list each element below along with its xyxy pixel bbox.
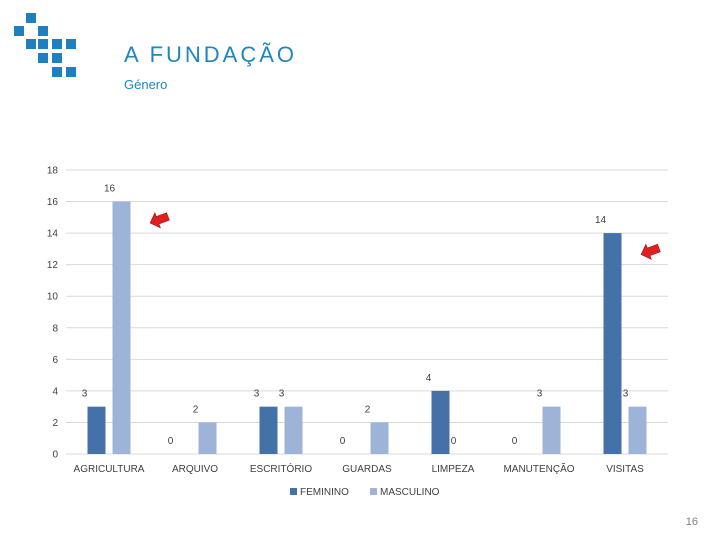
data-label: 0 xyxy=(512,436,518,447)
legend-label: MASCULINO xyxy=(380,487,440,498)
data-label: 2 xyxy=(193,404,199,415)
logo-square xyxy=(26,13,36,23)
x-category-label: MANUTENÇÃO xyxy=(503,462,574,475)
data-label: 3 xyxy=(254,389,260,400)
logo-square xyxy=(52,67,62,77)
logo-square xyxy=(14,26,24,36)
y-tick-label: 0 xyxy=(52,450,58,461)
data-label: 3 xyxy=(82,389,88,400)
x-category-label: ESCRITÓRIO xyxy=(250,462,312,475)
y-tick-label: 18 xyxy=(47,166,59,177)
page-number: 16 xyxy=(685,516,698,528)
gender-bar-chart: 0 2 4 6 8 10 12 14 16 18 3 16 0 2 3 3 0 2 4 0 0 3 14 3 AGRICUL… xyxy=(47,166,668,498)
data-label: 0 xyxy=(451,436,457,447)
bar-masculino xyxy=(370,422,389,454)
legend-swatch xyxy=(370,488,377,495)
bar-feminino xyxy=(259,406,278,454)
y-tick-label: 8 xyxy=(52,323,58,334)
page-title: A FUNDAÇÃO xyxy=(124,42,298,67)
legend-label: FEMININO xyxy=(300,487,349,498)
data-label: 2 xyxy=(365,404,371,415)
y-tick-label: 12 xyxy=(47,260,59,271)
x-category-label: VISITAS xyxy=(606,464,644,475)
y-tick-label: 10 xyxy=(47,292,59,303)
bar-feminino xyxy=(431,390,450,454)
y-tick-label: 16 xyxy=(47,197,59,208)
x-category-label: GUARDAS xyxy=(342,464,392,475)
bar-masculino xyxy=(112,201,131,454)
x-category-label: AGRICULTURA xyxy=(74,464,145,475)
y-tick-label: 14 xyxy=(47,229,59,240)
logo-square xyxy=(52,39,62,49)
bar-feminino xyxy=(603,233,622,454)
data-label: 0 xyxy=(340,436,346,447)
data-label: 3 xyxy=(537,389,543,400)
bar-masculino xyxy=(542,406,561,454)
logo-square xyxy=(52,53,62,63)
y-tick-label: 6 xyxy=(52,355,58,366)
y-tick-label: 4 xyxy=(52,386,58,397)
y-tick-label: 2 xyxy=(52,418,58,429)
red-arrow-icon xyxy=(640,243,661,260)
logo-square xyxy=(38,53,48,63)
logo-square xyxy=(26,39,36,49)
red-arrow-icon xyxy=(149,211,170,229)
x-category-label: LIMPEZA xyxy=(432,464,475,475)
red-arrow-shape xyxy=(640,243,661,260)
logo-square xyxy=(66,39,76,49)
bar-feminino xyxy=(87,406,106,454)
red-arrow-shape xyxy=(149,211,170,229)
data-label: 0 xyxy=(168,436,174,447)
logo-square xyxy=(38,39,48,49)
logo-square xyxy=(38,26,48,36)
data-label: 14 xyxy=(595,215,607,226)
bar-masculino xyxy=(198,422,217,454)
page-subtitle: Género xyxy=(124,77,168,92)
data-label: 4 xyxy=(426,373,432,384)
x-category-label: ARQUIVO xyxy=(172,464,218,475)
bar-masculino xyxy=(628,406,647,454)
data-label: 16 xyxy=(104,184,116,195)
data-label: 3 xyxy=(279,389,285,400)
logo-square xyxy=(66,67,76,77)
legend-swatch xyxy=(290,488,297,495)
bar-masculino xyxy=(284,406,303,454)
foundation-logo xyxy=(0,0,90,90)
data-label: 3 xyxy=(623,389,629,400)
